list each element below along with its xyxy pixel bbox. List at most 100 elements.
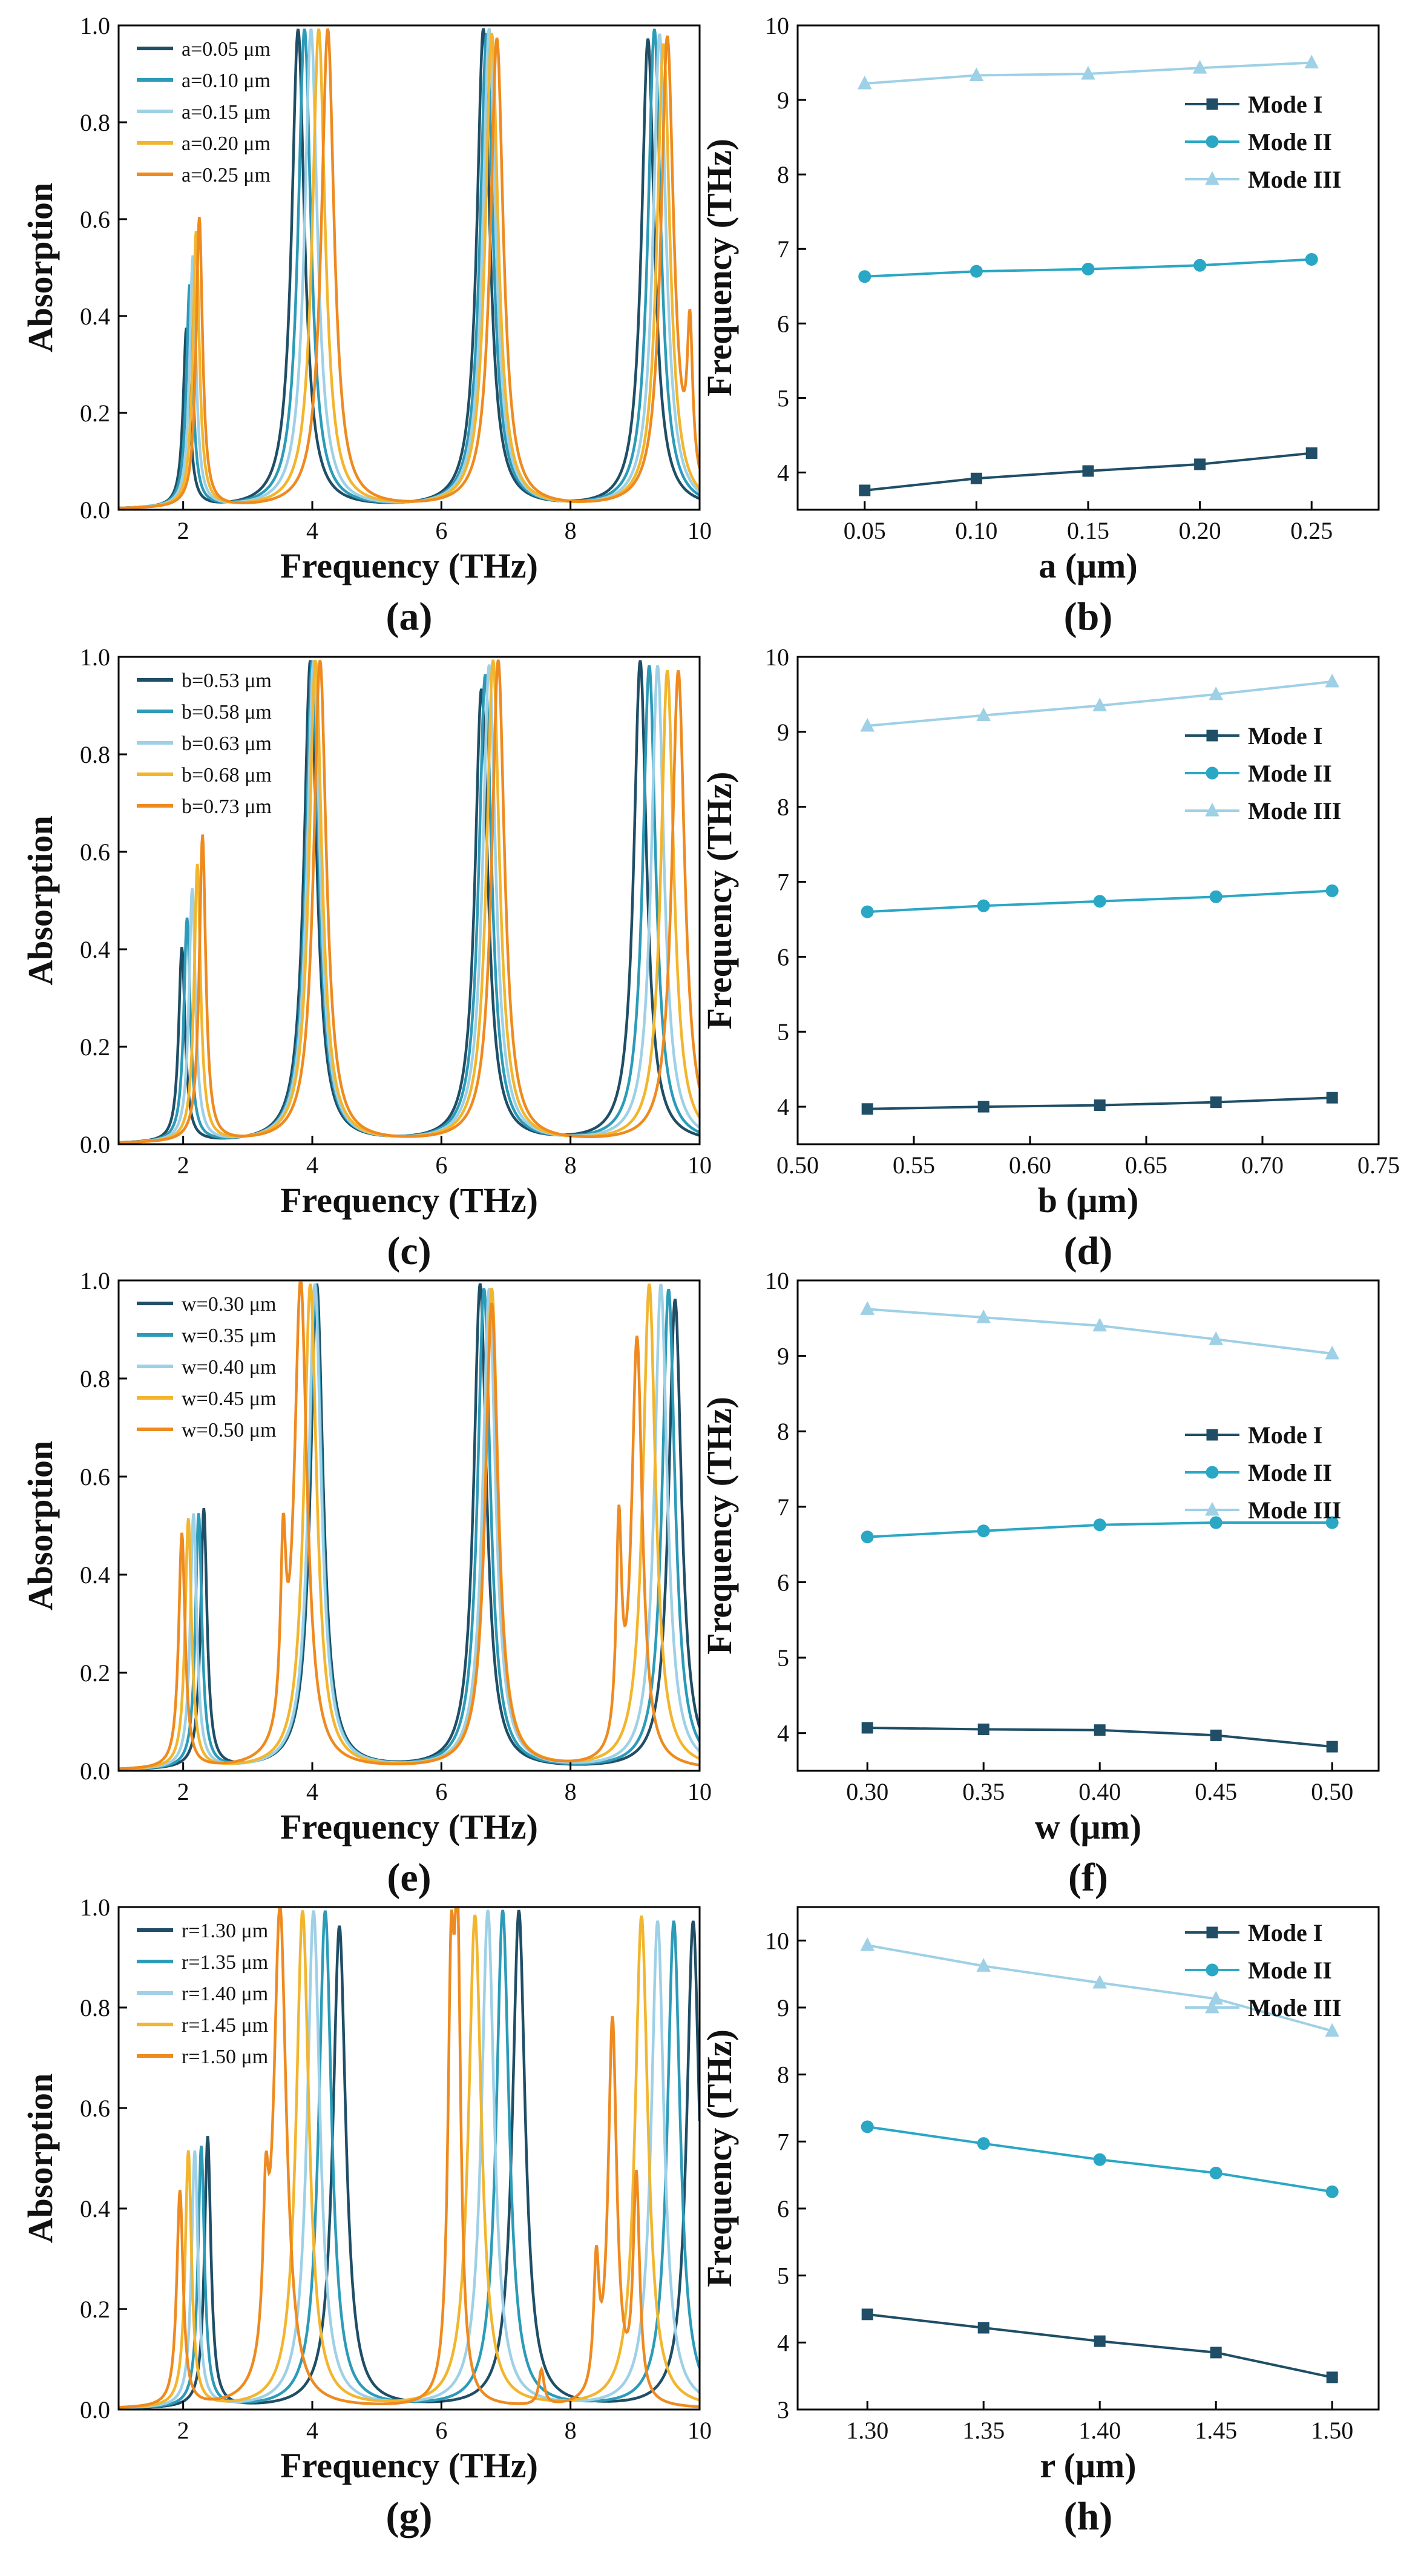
x-tick-label: 10 <box>688 2417 712 2444</box>
x-tick-label: 2 <box>177 1151 189 1179</box>
data-point-circle <box>1193 259 1207 272</box>
data-point-square <box>861 2308 873 2321</box>
legend-label: w=0.45 μm <box>182 1388 276 1410</box>
legend-label: Mode II <box>1248 128 1332 156</box>
x-tick-label: 0.50 <box>1311 1778 1353 1805</box>
data-point-triangle <box>860 717 875 732</box>
legend-label: a=0.20 μm <box>182 133 271 155</box>
legend-label: r=1.45 μm <box>182 2014 268 2037</box>
data-point-square <box>1082 465 1094 477</box>
data-point-square <box>1194 458 1206 470</box>
x-tick-label: 0.65 <box>1125 1151 1167 1179</box>
x-tick-label: 6 <box>435 2417 447 2444</box>
data-point-triangle <box>1092 1974 1108 1989</box>
data-point-triangle <box>976 707 991 722</box>
y-tick-label: 4 <box>777 1093 789 1121</box>
legend-label: w=0.35 μm <box>182 1325 276 1347</box>
y-tick-label: 4 <box>777 459 789 486</box>
legend-label: r=1.40 μm <box>182 1983 268 2005</box>
data-point-square <box>977 1101 989 1113</box>
legend-label: Mode III <box>1248 1994 1341 2021</box>
y-tick-label: 7 <box>777 236 789 263</box>
y-tick-label: 9 <box>777 1343 789 1370</box>
y-tick-label: 1.0 <box>80 1267 110 1294</box>
data-point-square <box>977 1723 989 1735</box>
y-tick-label: 0.2 <box>80 400 110 427</box>
chart-panel-e: w=0.30 μm w=0.35 μm w=0.40 μm w=0.45 μm w=0.… <box>21 1267 712 1900</box>
y-tick-label: 5 <box>777 1644 789 1672</box>
data-point-triangle <box>1325 1345 1340 1360</box>
y-tick-label: 0.4 <box>80 2195 110 2222</box>
x-tick-label: 6 <box>435 1151 447 1179</box>
x-tick-label: 0.35 <box>962 1778 1005 1805</box>
x-tick-label: 6 <box>435 517 447 544</box>
data-point-circle <box>977 1524 990 1538</box>
legend-label: Mode III <box>1248 1497 1341 1524</box>
legend-label: Mode I <box>1248 1919 1322 1946</box>
plot-frame <box>117 1279 701 1772</box>
data-point-triangle <box>1092 697 1108 711</box>
data-point-square <box>1206 1926 1218 1939</box>
data-point-circle <box>1325 2185 1339 2198</box>
y-tick-label: 8 <box>777 2061 789 2089</box>
y-tick-label: 0.0 <box>80 2396 110 2423</box>
data-point-circle <box>1209 2166 1222 2179</box>
plot-frame <box>117 1906 701 2411</box>
y-tick-label: 0.6 <box>80 1463 110 1491</box>
y-axis-label: Absorption <box>21 815 60 985</box>
x-tick-label: 0.45 <box>1195 1778 1237 1805</box>
y-tick-label: 5 <box>777 1018 789 1046</box>
y-tick-label: 4 <box>777 2329 789 2356</box>
y-tick-label: 9 <box>777 87 789 114</box>
series-line-5 <box>119 28 700 510</box>
x-tick-label: 10 <box>688 517 712 544</box>
x-tick-label: 1.40 <box>1078 2417 1121 2444</box>
y-tick-label: 1.0 <box>80 1894 110 1921</box>
y-tick-label: 0.2 <box>80 1033 110 1061</box>
data-point-triangle <box>976 1958 991 1972</box>
data-point-circle <box>861 2120 874 2133</box>
data-point-circle <box>1325 1516 1339 1529</box>
x-tick-label: 10 <box>688 1151 712 1179</box>
x-tick-label: 1.45 <box>1195 2417 1237 2444</box>
y-tick-label: 4 <box>777 1720 789 1747</box>
data-point-square <box>1305 447 1318 459</box>
x-axis-label: Frequency (THz) <box>280 2446 538 2485</box>
data-point-circle <box>1093 895 1106 908</box>
legend-label: b=0.58 μm <box>182 701 272 723</box>
panel-label-c: (c) <box>387 1229 431 1273</box>
data-point-square <box>861 1103 873 1115</box>
x-tick-label: 8 <box>565 2417 577 2444</box>
y-tick-label: 1.0 <box>80 12 110 39</box>
chart-panel-g: r=1.30 μm r=1.35 μm r=1.40 μm r=1.45 μm r=1.… <box>21 1894 712 2538</box>
y-axis-label: Absorption <box>21 2074 60 2243</box>
data-point-circle <box>1081 262 1095 275</box>
series-line-5 <box>119 1908 700 2409</box>
x-tick-label: 0.40 <box>1078 1778 1121 1805</box>
legend-label: Mode II <box>1248 760 1332 787</box>
data-point-square <box>1206 1429 1218 1441</box>
chart-panel-f: Mode I Mode II Mode III 0.30 0.35 0.40 0.45 0.5… <box>700 1267 1380 1900</box>
series-lines <box>119 1281 700 1771</box>
series-lines <box>119 1908 700 2410</box>
data-point-triangle <box>1209 686 1224 700</box>
y-tick-label: 9 <box>777 1994 789 2021</box>
legend-label: w=0.40 μm <box>182 1356 276 1379</box>
data-point-square <box>977 2322 989 2334</box>
y-tick-label: 8 <box>777 794 789 821</box>
x-axis-label: Frequency (THz) <box>280 1807 538 1846</box>
legend-label: b=0.73 μm <box>182 796 272 818</box>
legend-label: Mode I <box>1248 91 1322 118</box>
legend-label: Mode II <box>1248 1957 1332 1984</box>
x-tick-label: 8 <box>565 517 577 544</box>
y-tick-label: 0.4 <box>80 1561 110 1589</box>
x-tick-label: 0.60 <box>1009 1151 1051 1179</box>
legend-label: w=0.30 μm <box>182 1293 276 1316</box>
y-tick-label: 7 <box>777 1494 789 1521</box>
y-axis-label: Frequency (THz) <box>700 1397 739 1655</box>
plot-frame <box>796 1279 1380 1772</box>
data-point-square <box>970 472 982 484</box>
y-axis-label: Frequency (THz) <box>700 2029 739 2287</box>
data-point-circle <box>1206 135 1219 148</box>
x-tick-label: 0.50 <box>776 1151 819 1179</box>
